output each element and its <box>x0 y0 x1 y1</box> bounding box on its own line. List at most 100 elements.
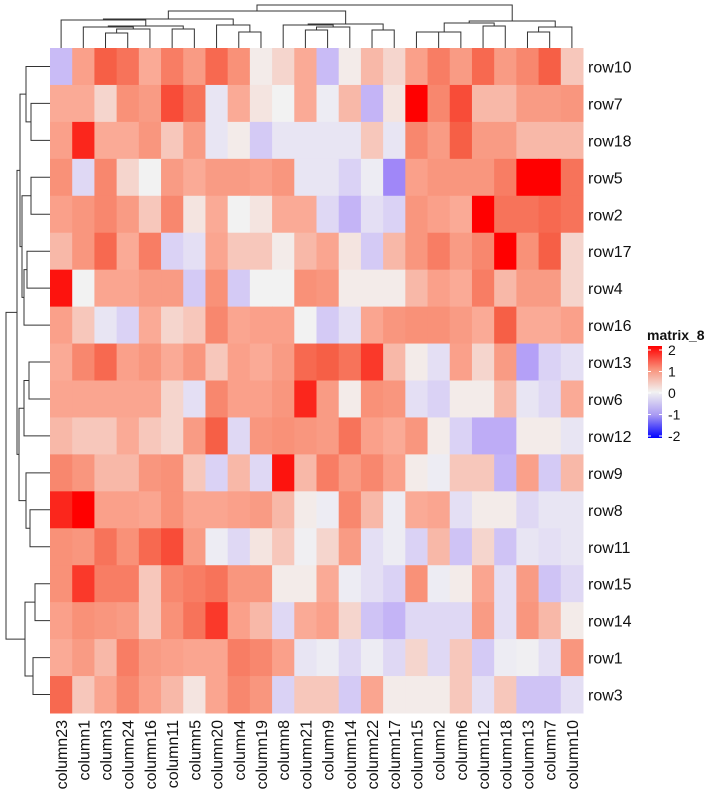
cell-row12-column17 <box>383 417 406 455</box>
dendrogram-branch <box>32 657 50 696</box>
cell-row8-column12 <box>471 491 495 529</box>
cell-row11-column23 <box>50 528 73 566</box>
cell-row10-column13 <box>516 48 540 86</box>
cell-row8-column5 <box>183 491 206 529</box>
cell-row11-column5 <box>183 528 206 566</box>
row-label: row4 <box>588 281 623 298</box>
cell-row15-column20 <box>205 565 229 603</box>
cell-row3-column3 <box>94 676 118 714</box>
cell-row12-column19 <box>249 417 273 455</box>
cell-row1-column17 <box>383 639 406 677</box>
cell-row18-column9 <box>316 121 340 160</box>
cell-row6-column19 <box>249 380 273 418</box>
dendrogram-branch <box>23 269 50 326</box>
cell-row7-column9 <box>316 84 340 123</box>
cell-row13-column12 <box>471 343 495 381</box>
cell-row3-column24 <box>116 676 140 714</box>
cell-row14-column9 <box>316 602 340 640</box>
cell-row8-column21 <box>294 491 317 529</box>
cell-row2-column7 <box>538 195 562 234</box>
cell-row15-column21 <box>294 565 317 603</box>
cell-row17-column10 <box>560 232 584 271</box>
cell-row7-column1 <box>72 84 95 123</box>
row-label: row3 <box>588 688 623 705</box>
row-label: row14 <box>588 614 632 631</box>
cell-row17-column24 <box>116 232 140 271</box>
cell-row1-column16 <box>138 639 162 677</box>
cell-row16-column19 <box>249 306 273 345</box>
cell-row5-column9 <box>316 158 340 197</box>
cell-row2-column24 <box>116 195 140 234</box>
cell-row18-column10 <box>560 121 584 160</box>
cell-row6-column18 <box>494 380 517 418</box>
cell-row7-column14 <box>338 84 362 123</box>
cell-row14-column5 <box>183 602 206 640</box>
cell-row13-column9 <box>316 343 340 381</box>
cell-row8-column20 <box>205 491 229 529</box>
cell-row9-column8 <box>272 454 295 492</box>
row-label: row18 <box>588 133 632 150</box>
cell-row17-column21 <box>294 232 317 271</box>
cell-row9-column11 <box>161 454 184 492</box>
cell-row5-column12 <box>471 158 495 197</box>
cell-row14-column21 <box>294 602 317 640</box>
cell-row2-column18 <box>494 195 517 234</box>
cell-row11-column21 <box>294 528 317 566</box>
cell-row16-column1 <box>72 306 95 345</box>
cell-row5-column14 <box>338 158 362 197</box>
cell-row13-column1 <box>72 343 95 381</box>
cell-row13-column22 <box>360 343 384 381</box>
column-label: column9 <box>321 720 338 781</box>
cell-row3-column21 <box>294 676 317 714</box>
cell-row7-column22 <box>360 84 384 123</box>
cell-row14-column4 <box>227 602 251 640</box>
cell-row13-column24 <box>116 343 140 381</box>
cell-row9-column7 <box>538 454 562 492</box>
cell-row14-column13 <box>516 602 540 640</box>
cell-row17-column19 <box>249 232 273 271</box>
dendrogram-branch <box>538 26 573 48</box>
cell-row18-column4 <box>227 121 251 160</box>
cell-row17-column6 <box>449 232 473 271</box>
dendrogram-branch <box>82 26 134 48</box>
cell-row5-column21 <box>294 158 317 197</box>
cell-row15-column3 <box>94 565 118 603</box>
cell-row8-column8 <box>272 491 295 529</box>
cell-row3-column19 <box>249 676 273 714</box>
cell-row13-column17 <box>383 343 406 381</box>
cell-row14-column15 <box>405 602 429 640</box>
cell-row14-column20 <box>205 602 229 640</box>
cell-row9-column12 <box>471 454 495 492</box>
cell-row3-column20 <box>205 676 229 714</box>
cell-row15-column15 <box>405 565 429 603</box>
cell-row6-column5 <box>183 380 206 418</box>
cell-row4-column5 <box>183 269 206 308</box>
cell-row8-column14 <box>338 491 362 529</box>
cell-row3-column22 <box>360 676 384 714</box>
cell-row8-column13 <box>516 491 540 529</box>
cell-row15-column12 <box>471 565 495 603</box>
cell-row18-column15 <box>405 121 429 160</box>
cell-row2-column12 <box>471 195 495 234</box>
cell-row18-column5 <box>183 121 206 160</box>
dendrogram-branch <box>105 32 129 48</box>
cell-row4-column6 <box>449 269 473 308</box>
cell-row9-column24 <box>116 454 140 492</box>
cell-row6-column15 <box>405 380 429 418</box>
cell-row14-column16 <box>138 602 162 640</box>
cell-row17-column5 <box>183 232 206 271</box>
cell-row11-column6 <box>449 528 473 566</box>
cell-row1-column4 <box>227 639 251 677</box>
row-label: row2 <box>588 207 623 224</box>
cell-row15-column18 <box>494 565 517 603</box>
cell-row10-column17 <box>383 48 406 86</box>
cell-row14-column8 <box>272 602 295 640</box>
cell-row5-column18 <box>494 158 517 197</box>
cell-row12-column14 <box>338 417 362 455</box>
cell-row15-column9 <box>316 565 340 603</box>
cell-row8-column19 <box>249 491 273 529</box>
cell-row16-column20 <box>205 306 229 345</box>
cell-row10-column22 <box>360 48 384 86</box>
cell-row7-column12 <box>471 84 495 123</box>
dendrogram-branch <box>34 583 50 622</box>
